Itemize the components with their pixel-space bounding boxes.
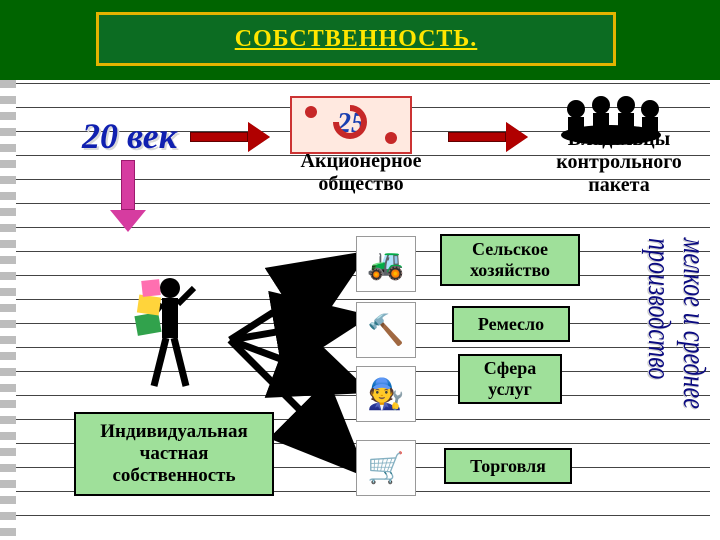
- craft-illustration: 🔨: [356, 302, 416, 358]
- small-medium-production-label: мелкое и среднее производство: [640, 238, 710, 518]
- agriculture-box: Сельскоехозяйство: [440, 234, 580, 286]
- agriculture-illustration: 🚜: [356, 236, 416, 292]
- services-illustration: 🧑‍🔧: [356, 366, 416, 422]
- craft-box: Ремесло: [452, 306, 570, 342]
- trade-box: Торговля: [444, 448, 572, 484]
- trade-illustration: 🛒: [356, 440, 416, 496]
- services-box: Сферауслуг: [458, 354, 562, 404]
- individual-ownership-box: Индивидуальнаячастнаясобственность: [74, 412, 274, 496]
